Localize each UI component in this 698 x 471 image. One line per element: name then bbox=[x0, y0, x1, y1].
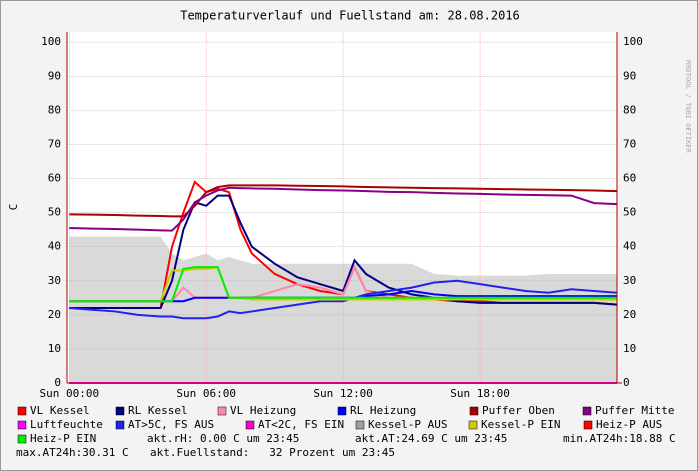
legend-label: Heiz-P EIN bbox=[30, 432, 96, 445]
y-tick-label: 90 bbox=[48, 69, 61, 82]
y2-tick-label: 90 bbox=[623, 69, 636, 82]
y2-tick-label: 70 bbox=[623, 137, 636, 150]
y2-tick-label: 40 bbox=[623, 240, 636, 253]
line bbox=[69, 184, 618, 218]
legend-label: Heiz-P AUS bbox=[596, 418, 662, 431]
line bbox=[69, 266, 617, 303]
y-axis-label: C bbox=[7, 204, 20, 211]
watermark: RRDTOOL / TOBI OETIKER bbox=[684, 60, 692, 154]
legend-swatch bbox=[468, 420, 478, 430]
annotation: min.AT24h:18.88 C bbox=[563, 432, 676, 445]
x-tick-label: Sun 18:00 bbox=[450, 387, 510, 400]
y2-tick-label: 0 bbox=[623, 376, 630, 389]
y2-tick-label: 80 bbox=[623, 103, 636, 116]
line bbox=[69, 279, 618, 320]
y-tick-label: 0 bbox=[54, 376, 61, 389]
legend-swatch bbox=[115, 406, 125, 416]
legend-swatch bbox=[17, 434, 27, 444]
legend-swatch bbox=[583, 420, 593, 430]
x-tick-label: Sun 00:00 bbox=[39, 387, 99, 400]
legend-swatch bbox=[17, 406, 27, 416]
annotation: akt.Fuellstand: 32 Prozent um 23:45 bbox=[150, 446, 395, 459]
y-tick-label: 40 bbox=[48, 240, 61, 253]
y-tick-label: 80 bbox=[48, 103, 61, 116]
legend-label: AT>5C, FS AUS bbox=[128, 418, 214, 431]
y2-tick-label: 10 bbox=[623, 342, 636, 355]
y-tick-label: 30 bbox=[48, 274, 61, 287]
legend-label: Luftfeuchte bbox=[30, 418, 103, 431]
y-tick-label: 100 bbox=[41, 35, 61, 48]
y2-tick-label: 60 bbox=[623, 172, 636, 185]
legend-swatch bbox=[469, 406, 479, 416]
y2-tick-label: 20 bbox=[623, 308, 636, 321]
legend-label: VL Heizung bbox=[230, 404, 296, 417]
legend-label: RL Heizung bbox=[350, 404, 416, 417]
legend-swatch bbox=[17, 420, 27, 430]
y2-tick-label: 100 bbox=[623, 35, 643, 48]
y-tick-label: 70 bbox=[48, 137, 61, 150]
y-tick-label: 60 bbox=[48, 172, 61, 185]
annotation: max.AT24h:30.31 C bbox=[16, 446, 129, 459]
legend-label: Kessel-P AUS bbox=[368, 418, 447, 431]
legend-swatch bbox=[355, 420, 365, 430]
line bbox=[69, 186, 618, 232]
y-tick-label: 20 bbox=[48, 308, 61, 321]
legend-swatch bbox=[217, 406, 227, 416]
y-tick-label: 50 bbox=[48, 206, 61, 219]
y2-tick-label: 30 bbox=[623, 274, 636, 287]
legend-swatch bbox=[115, 420, 125, 430]
y2-tick-label: 50 bbox=[623, 206, 636, 219]
legend-swatch bbox=[337, 406, 347, 416]
chart-title: Temperaturverlauf und Fuellstand am: 28.… bbox=[180, 9, 520, 23]
legend-swatch bbox=[582, 406, 592, 416]
line bbox=[69, 194, 618, 310]
x-tick-label: Sun 06:00 bbox=[176, 387, 236, 400]
line bbox=[69, 266, 617, 303]
legend-label: RL Kessel bbox=[128, 404, 188, 417]
annotation: akt.rH: 0.00 C um 23:45 bbox=[147, 432, 299, 445]
x-tick-label: Sun 12:00 bbox=[313, 387, 373, 400]
legend-label: VL Kessel bbox=[30, 404, 90, 417]
legend-swatch bbox=[245, 420, 255, 430]
legend-label: Puffer Oben bbox=[482, 404, 555, 417]
legend-label: Kessel-P EIN bbox=[481, 418, 560, 431]
legend-label: Puffer Mitte bbox=[595, 404, 674, 417]
y-tick-label: 10 bbox=[48, 342, 61, 355]
plot-area bbox=[67, 32, 617, 383]
legend-label: AT<2C, FS EIN bbox=[258, 418, 344, 431]
annotation: akt.AT:24.69 C um 23:45 bbox=[355, 432, 507, 445]
